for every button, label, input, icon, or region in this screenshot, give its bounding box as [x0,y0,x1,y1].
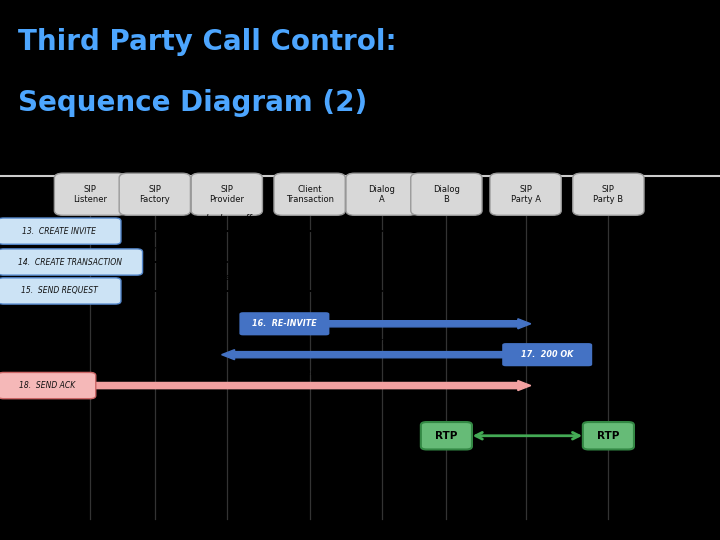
Text: SIP
Party A: SIP Party A [510,185,541,204]
FancyBboxPatch shape [0,249,143,275]
Text: RTP: RTP [435,431,458,441]
FancyBboxPatch shape [192,173,263,215]
FancyBboxPatch shape [0,218,121,244]
FancyBboxPatch shape [573,173,644,215]
FancyBboxPatch shape [583,422,634,449]
FancyBboxPatch shape [239,312,330,335]
Text: transactionC: transactionC [209,273,263,282]
FancyBboxPatch shape [119,173,190,215]
Text: 17.  200 OK: 17. 200 OK [521,350,573,359]
FancyBboxPatch shape [410,173,482,215]
FancyArrow shape [90,381,531,390]
Text: Dialog
A: Dialog A [368,185,395,204]
FancyBboxPatch shape [274,173,346,215]
Text: offerB: offerB [405,306,431,315]
Text: 16.  RE-INVITE: 16. RE-INVITE [252,319,317,328]
FancyBboxPatch shape [420,422,472,449]
Text: 13.  CREATE INVITE: 13. CREATE INVITE [22,227,96,235]
Text: body = offerB: body = offerB [206,214,266,222]
Text: 18.  SEND ACK: 18. SEND ACK [19,381,75,390]
Text: Dialog
B: Dialog B [433,185,460,204]
FancyBboxPatch shape [0,373,96,399]
FancyBboxPatch shape [503,343,593,366]
Text: SIP
Factory: SIP Factory [140,185,170,204]
Text: SIP
Provider: SIP Provider [210,185,244,204]
Text: Third Party Call Control:: Third Party Call Control: [18,28,397,56]
Text: SIP
Party B: SIP Party B [593,185,624,204]
Text: 15.  SEND REQUEST: 15. SEND REQUEST [21,286,98,295]
Text: 14.  CREATE TRANSACTION: 14. CREATE TRANSACTION [18,258,122,267]
Text: offerB: offerB [364,337,389,346]
FancyBboxPatch shape [55,173,125,215]
Text: RTP: RTP [597,431,620,441]
Text: offerB: offerB [295,368,320,377]
FancyArrow shape [310,319,531,329]
FancyBboxPatch shape [346,173,418,215]
FancyArrow shape [222,350,526,360]
Text: Client
Transaction: Client Transaction [286,185,333,204]
Text: InviteC: InviteC [143,245,174,253]
FancyBboxPatch shape [490,173,562,215]
Text: Sequence Diagram (2): Sequence Diagram (2) [18,89,367,117]
Text: SIP
Listener: SIP Listener [73,185,107,204]
FancyBboxPatch shape [0,278,121,304]
